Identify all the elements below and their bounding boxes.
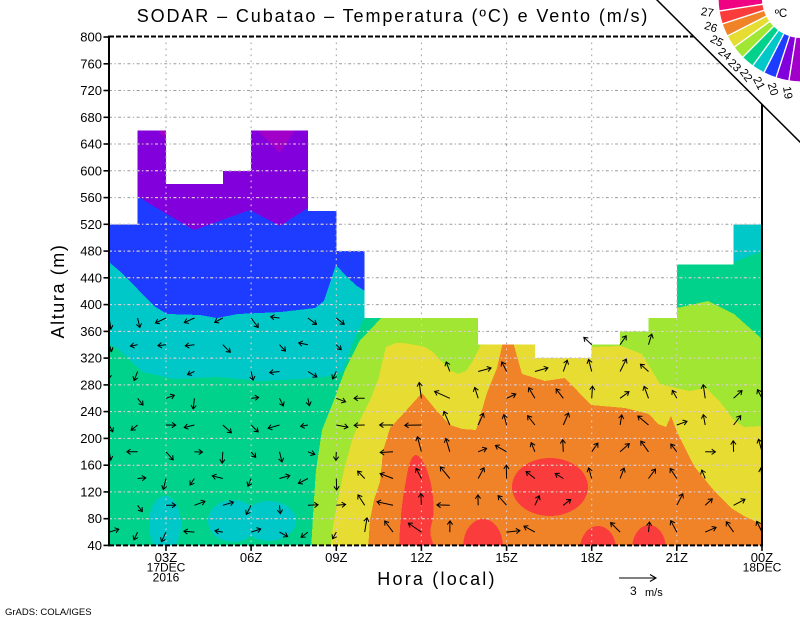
svg-text:03Z: 03Z [155,550,177,565]
svg-text:680: 680 [80,110,102,125]
svg-text:25: 25 [708,33,725,50]
svg-text:640: 640 [80,137,102,152]
svg-text:240: 240 [80,404,102,419]
svg-text:00Z: 00Z [751,550,773,565]
svg-text:ºC: ºC [775,8,788,20]
svg-text:400: 400 [80,297,102,312]
svg-text:12Z: 12Z [410,550,432,565]
svg-text:27: 27 [700,6,715,20]
svg-text:3: 3 [630,584,637,598]
svg-text:600: 600 [80,163,102,178]
svg-text:Altura (m): Altura (m) [48,243,68,338]
svg-text:2016: 2016 [153,571,180,585]
svg-text:21Z: 21Z [666,550,688,565]
svg-text:520: 520 [80,217,102,232]
svg-text:320: 320 [80,351,102,366]
svg-text:40: 40 [88,538,102,553]
svg-text:200: 200 [80,431,102,446]
svg-text:160: 160 [80,458,102,473]
svg-text:15Z: 15Z [495,550,517,565]
svg-text:26: 26 [703,20,719,35]
svg-text:SODAR – Cubatao – Temperatura: SODAR – Cubatao – Temperatura (ºC) e Ven… [137,6,650,26]
svg-text:Hora (local): Hora (local) [377,569,496,589]
svg-text:21: 21 [750,75,767,92]
svg-text:80: 80 [88,511,102,526]
svg-text:17DEC: 17DEC [147,561,186,575]
svg-text:480: 480 [80,244,102,259]
svg-text:GrADS: COLA/IGES: GrADS: COLA/IGES [5,607,92,618]
svg-text:06Z: 06Z [240,550,262,565]
svg-text:360: 360 [80,324,102,339]
svg-text:18Z: 18Z [580,550,602,565]
svg-text:800: 800 [80,30,102,45]
svg-text:18DEC: 18DEC [743,561,782,575]
svg-text:280: 280 [80,377,102,392]
svg-text:m/s: m/s [645,587,663,599]
svg-text:09Z: 09Z [325,550,347,565]
svg-text:120: 120 [80,484,102,499]
svg-text:720: 720 [80,83,102,98]
svg-text:20: 20 [765,81,780,97]
svg-text:560: 560 [80,190,102,205]
svg-text:440: 440 [80,270,102,285]
svg-text:760: 760 [80,56,102,71]
svg-text:19: 19 [780,86,794,101]
